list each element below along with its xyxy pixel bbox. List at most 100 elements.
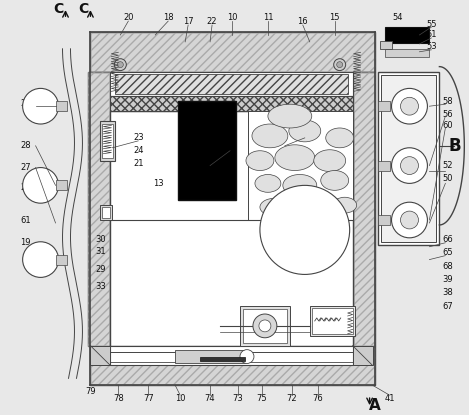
Circle shape (114, 59, 126, 71)
Bar (91, 346, 110, 366)
Bar (115, 73, 348, 94)
Circle shape (392, 202, 427, 238)
Text: 28: 28 (20, 141, 31, 150)
Text: 23: 23 (133, 133, 144, 142)
Ellipse shape (246, 151, 274, 171)
Text: 33: 33 (95, 282, 106, 291)
Circle shape (23, 168, 59, 203)
Bar (248, 111, 353, 220)
Text: 14: 14 (225, 143, 235, 152)
Text: C: C (53, 2, 64, 16)
Circle shape (401, 157, 418, 174)
Bar (200, 356, 245, 361)
Circle shape (337, 62, 343, 68)
Text: 74: 74 (205, 393, 215, 403)
Circle shape (259, 320, 271, 332)
Text: 60: 60 (442, 122, 453, 130)
Text: 15: 15 (329, 12, 340, 22)
Bar (375, 44, 434, 385)
Text: 79: 79 (85, 387, 96, 395)
Circle shape (240, 349, 254, 364)
Text: 30: 30 (95, 235, 106, 244)
Bar (175, 349, 245, 364)
Bar (89, 71, 110, 346)
Bar (102, 124, 113, 158)
Text: 27: 27 (20, 163, 31, 172)
Circle shape (392, 88, 427, 124)
Text: 73: 73 (233, 393, 243, 403)
Bar (312, 308, 353, 334)
Text: 65: 65 (442, 248, 453, 257)
Text: 26: 26 (20, 183, 31, 192)
Text: 78: 78 (113, 393, 124, 403)
Ellipse shape (255, 174, 281, 192)
Ellipse shape (314, 150, 346, 171)
Ellipse shape (326, 128, 354, 148)
Circle shape (23, 88, 59, 124)
Ellipse shape (321, 171, 348, 190)
Bar (91, 32, 375, 71)
Bar (378, 101, 390, 111)
Text: 20: 20 (123, 12, 134, 22)
Circle shape (117, 62, 123, 68)
Text: 16: 16 (297, 17, 308, 26)
Text: 41: 41 (384, 393, 395, 403)
Ellipse shape (260, 198, 290, 216)
Bar (100, 205, 113, 220)
Bar (378, 161, 390, 171)
Bar (110, 346, 353, 366)
Bar (375, 44, 434, 385)
Bar (378, 71, 439, 245)
Text: 25: 25 (20, 99, 31, 108)
Text: 68: 68 (442, 262, 453, 271)
Circle shape (253, 314, 277, 338)
Bar (385, 27, 430, 43)
Text: 67: 67 (442, 302, 453, 310)
Circle shape (334, 59, 346, 71)
Bar (110, 96, 353, 111)
Text: 19: 19 (20, 238, 31, 247)
Text: 22: 22 (207, 17, 217, 26)
Bar (8, 44, 91, 385)
Text: 72: 72 (287, 393, 297, 403)
Bar (310, 306, 355, 336)
Ellipse shape (252, 124, 288, 148)
Text: 76: 76 (312, 393, 323, 403)
Text: 55: 55 (426, 20, 437, 29)
Ellipse shape (268, 104, 312, 128)
Text: 53: 53 (426, 42, 437, 51)
Ellipse shape (292, 195, 328, 215)
Text: 58: 58 (442, 97, 453, 106)
Text: B: B (448, 137, 461, 155)
Circle shape (401, 97, 418, 115)
Text: 50: 50 (442, 174, 453, 183)
Bar (110, 71, 353, 96)
Text: 61: 61 (20, 215, 31, 225)
Text: 29: 29 (95, 265, 106, 274)
Circle shape (401, 211, 418, 229)
Text: 13: 13 (153, 179, 164, 188)
Text: 12: 12 (300, 129, 310, 139)
Bar (55, 255, 68, 264)
Circle shape (23, 242, 59, 277)
Bar (353, 71, 375, 346)
Bar (100, 121, 115, 161)
Text: A: A (369, 398, 380, 413)
Text: 24: 24 (133, 146, 144, 155)
Bar (380, 75, 436, 242)
Text: 31: 31 (95, 247, 106, 256)
Ellipse shape (333, 197, 356, 213)
Text: 75: 75 (257, 393, 267, 403)
Bar (8, 44, 91, 385)
Bar (91, 346, 375, 385)
Text: 77: 77 (143, 393, 154, 403)
Ellipse shape (275, 145, 315, 171)
Bar (91, 346, 375, 385)
Bar (55, 181, 68, 190)
Bar (379, 41, 392, 49)
Bar (55, 101, 68, 111)
Text: 38: 38 (442, 288, 453, 297)
Bar (240, 306, 290, 346)
Text: 10: 10 (175, 393, 185, 403)
Text: 39: 39 (442, 275, 453, 284)
